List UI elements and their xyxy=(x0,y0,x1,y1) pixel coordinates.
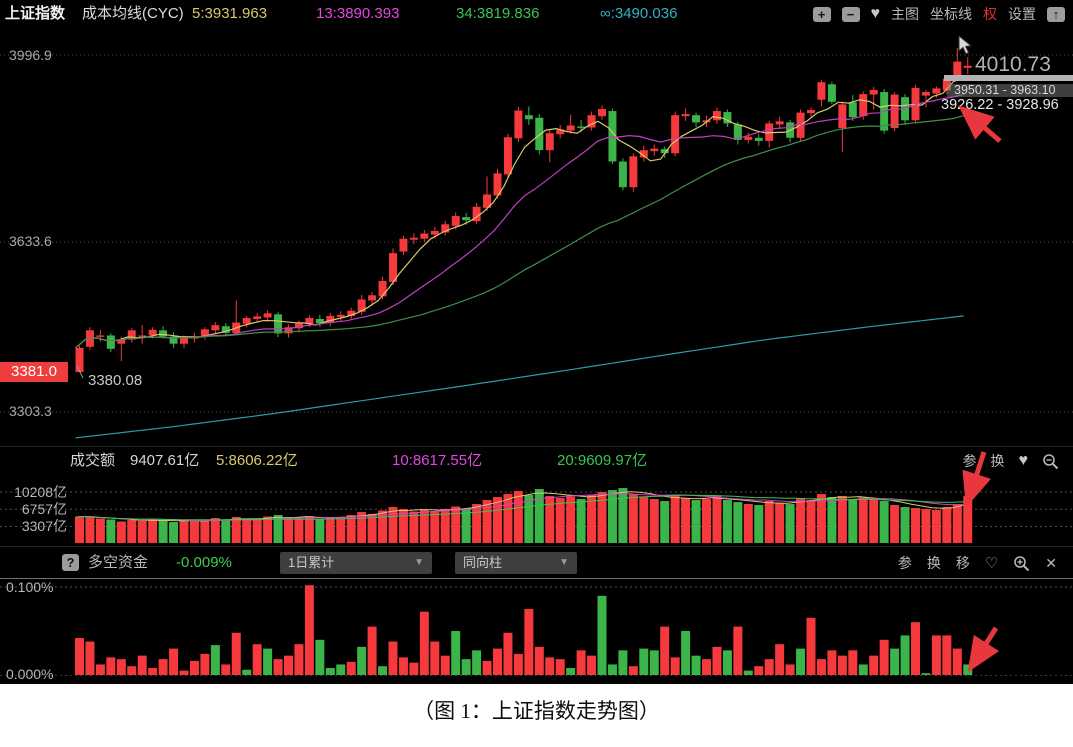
price-tick-3: 3303.3 xyxy=(9,403,52,419)
volume-chart-canvas[interactable] xyxy=(0,477,1073,545)
volume-ma20-value: 20:9609.97亿 xyxy=(557,452,648,469)
price-tick-2: 3633.6 xyxy=(9,233,52,249)
indicator-param-button[interactable]: 参 xyxy=(897,555,912,571)
volume-tick-2: 6757亿 xyxy=(21,501,67,517)
zoom-in-button[interactable]: + xyxy=(812,6,831,22)
panel-divider-2 xyxy=(0,546,1073,547)
settings-button[interactable]: 设置 xyxy=(1008,6,1036,22)
price-tick-1: 3996.9 xyxy=(9,47,52,63)
panel-divider-1 xyxy=(0,446,1073,447)
volume-favorite-icon[interactable]: ♥ xyxy=(1018,452,1029,469)
main-toolbar: + − ♥ 主图 坐标线 权 设置 ↑ xyxy=(812,0,1065,28)
chevron-down-icon: ▼ xyxy=(414,557,424,568)
cost-range-2: 3926.22 - 3928.96 xyxy=(941,97,1059,113)
volume-tick-3: 3307亿 xyxy=(21,518,67,534)
main-chart-menu[interactable]: 主图 xyxy=(891,6,919,22)
volume-param-button[interactable]: 参 xyxy=(962,453,977,469)
volume-panel-header: 成交额 9407.61亿 5:8606.22亿 10:8617.55亿 20:9… xyxy=(0,446,1073,476)
volume-current-value: 9407.61亿 xyxy=(130,452,200,469)
zoom-out-button[interactable]: − xyxy=(841,6,860,22)
grid-lines-menu[interactable]: 坐标线 xyxy=(930,6,972,22)
high-price-annotation: 4010.73 xyxy=(975,53,1051,76)
cyc-inf-value: ∞:3490.036 xyxy=(600,5,678,22)
expand-button[interactable]: ↑ xyxy=(1047,6,1065,22)
volume-ma10-value: 10:8617.55亿 xyxy=(392,452,483,469)
main-chart-header: 上证指数 成本均线(CYC) 5:3931.963 13:3890.393 34… xyxy=(0,0,1073,28)
cost-range-1: 3950.31 - 3963.10 xyxy=(947,84,1073,97)
index-name[interactable]: 上证指数 xyxy=(5,5,66,22)
indicator-tick-2: 0.000% xyxy=(6,666,54,682)
indicator-title[interactable]: 多空资金 xyxy=(88,554,149,571)
indicator-chart-canvas[interactable] xyxy=(0,581,1073,682)
indicator-current-value: -0.009% xyxy=(176,554,232,571)
period-dropdown-value: 1日累计 xyxy=(288,555,335,570)
overlay-indicator-name[interactable]: 成本均线(CYC) xyxy=(82,5,184,22)
indicator-toolbar: 参 换 移 ♡ ✕ xyxy=(898,548,1057,578)
indicator-tick-1: 0.100% xyxy=(6,579,54,595)
start-low-annotation: 3380.08 xyxy=(88,372,143,389)
zoom-out-magnifier-icon[interactable] xyxy=(1042,453,1059,470)
volume-title[interactable]: 成交额 xyxy=(70,452,116,469)
figure-caption: （图 1：上证指数走势图） xyxy=(413,699,660,723)
favorite-icon[interactable]: ♥ xyxy=(870,5,881,22)
indicator-favorite-icon[interactable]: ♡ xyxy=(984,555,999,572)
stock-chart-terminal: 上证指数 成本均线(CYC) 5:3931.963 13:3890.393 34… xyxy=(0,0,1073,684)
volume-swap-button[interactable]: 换 xyxy=(990,453,1005,469)
cost-band-bar xyxy=(944,75,1073,81)
volume-toolbar: 参 换 ♥ xyxy=(963,446,1060,476)
rights-adjust-button[interactable]: 权 xyxy=(983,6,997,22)
chevron-down-icon: ▼ xyxy=(559,557,569,568)
help-icon[interactable]: ? xyxy=(62,554,79,571)
price-chart-canvas[interactable] xyxy=(0,28,1073,446)
period-dropdown[interactable]: 1日累计 ▼ xyxy=(280,552,432,574)
volume-ma5-value: 5:8606.22亿 xyxy=(216,452,298,469)
cyc13-value: 13:3890.393 xyxy=(316,5,400,22)
cyc5-value: 5:3931.963 xyxy=(192,5,268,22)
style-dropdown[interactable]: 同向柱 ▼ xyxy=(455,552,577,574)
indicator-move-button[interactable]: 移 xyxy=(955,555,970,571)
price-level-badge: 3381.0 xyxy=(0,362,68,382)
close-icon[interactable]: ✕ xyxy=(1045,554,1057,571)
indicator-swap-button[interactable]: 换 xyxy=(926,555,941,571)
cyc34-value: 34:3819.836 xyxy=(456,5,540,22)
zoom-in-magnifier-icon[interactable] xyxy=(1013,555,1030,572)
indicator-panel-header: ? 多空资金 -0.009% 1日累计 ▼ 同向柱 ▼ 参 换 移 ♡ xyxy=(0,548,1073,579)
style-dropdown-value: 同向柱 xyxy=(463,555,503,570)
